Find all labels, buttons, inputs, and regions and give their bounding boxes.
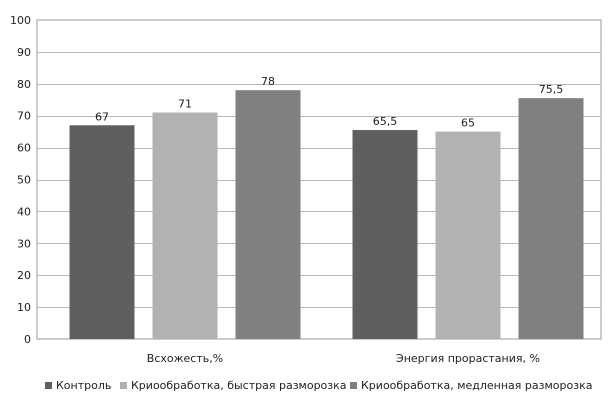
legend-label: Контроль [56,379,111,392]
bar [152,112,218,339]
legend-label: Криообработка, медленная разморозка [361,379,592,392]
y-tick-label: 10 [17,301,31,314]
bar [69,125,135,340]
data-label: 78 [261,75,275,88]
legend-label: Криообработка, быстрая разморозка [131,379,347,392]
legend-swatch [45,382,52,389]
y-tick-label: 100 [10,14,31,27]
y-tick-label: 80 [17,78,31,91]
y-tick-label: 30 [17,237,31,250]
legend-swatch [350,382,357,389]
y-tick-label: 20 [17,269,31,282]
bar [435,131,501,339]
data-label: 71 [178,98,192,111]
bar [518,98,584,339]
legend-swatch [120,382,127,389]
data-label: 75,5 [539,83,564,96]
x-category-label: Энергия прорастания, % [396,352,540,365]
y-tick-label: 40 [17,205,31,218]
bar [235,90,301,340]
y-tick-label: 0 [24,333,31,346]
x-category-label: Всхожесть,% [147,352,223,365]
y-tick-label: 70 [17,110,31,123]
y-tick-label: 90 [17,46,31,59]
data-label: 67 [95,110,109,123]
data-label: 65,5 [373,115,398,128]
plot-area-border [36,19,602,340]
y-tick-label: 60 [17,142,31,155]
y-tick-label: 50 [17,174,31,187]
bar [352,130,418,339]
data-label: 65 [461,117,475,130]
